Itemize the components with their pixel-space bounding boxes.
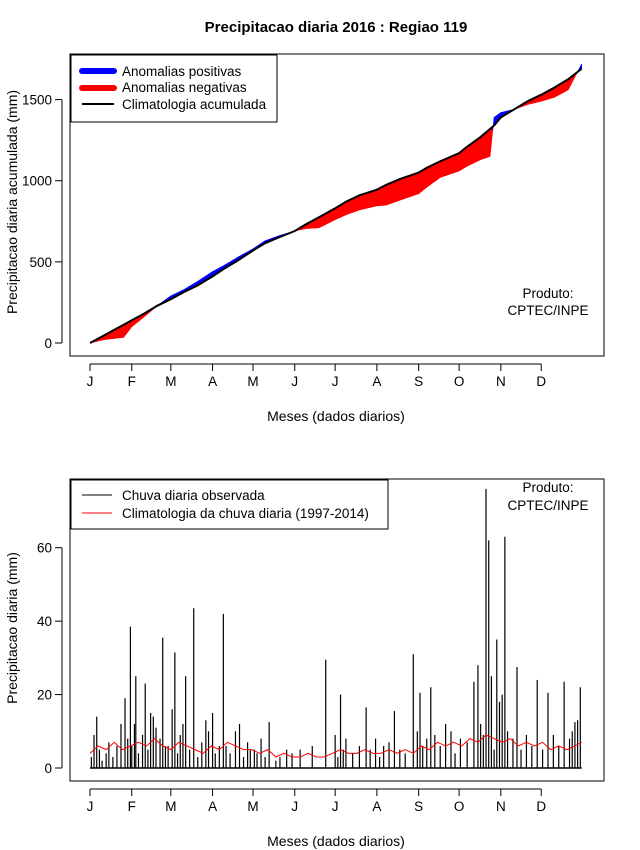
y-tick-label-bottom: 60 (37, 541, 52, 556)
x-tick-label-top: J (291, 374, 298, 389)
x-tick-label-top: M (165, 374, 176, 389)
y-tick-label-top: 500 (29, 255, 52, 270)
x-tick-label-top: M (247, 374, 258, 389)
x-axis-label-bottom: Meses (dados diarios) (267, 833, 405, 849)
plot-frame-top (69, 53, 605, 357)
x-tick-label-top: D (536, 374, 546, 389)
daily-chart: J F M A M J J A S O N D 0 20 40 60 Meses (dados diario… (4, 478, 605, 849)
x-tick-label-top: A (208, 374, 217, 389)
y-tick-label-top: 1500 (22, 93, 52, 108)
legend-bottom: Chuva diaria observada Climatologia da c… (70, 479, 389, 530)
x-axis-label-top: Meses (dados diarios) (267, 408, 405, 424)
y-tick-label-bottom: 20 (37, 688, 52, 703)
y-axis-bottom: 0 20 40 60 (37, 541, 63, 776)
x-tick-label-top: A (372, 374, 381, 389)
legend-label-observed: Chuva diaria observada (122, 488, 265, 503)
credit-source-bottom: CPTEC/INPE (507, 498, 588, 513)
x-tick-label-bottom: J (332, 799, 339, 814)
x-tick-label-top: F (128, 374, 136, 389)
x-tick-label-bottom: A (372, 799, 381, 814)
credit-label-top: Produto: (522, 286, 573, 301)
x-tick-label-top: J (332, 374, 339, 389)
legend-label-positive: Anomalias positivas (122, 64, 242, 79)
x-tick-label-bottom: F (128, 799, 136, 814)
y-tick-label-top: 1000 (22, 174, 52, 189)
x-tick-label-bottom: S (414, 799, 423, 814)
y-tick-label-top: 0 (44, 336, 52, 351)
legend-label-daily-climatology: Climatologia da chuva diaria (1997-2014) (122, 506, 369, 521)
x-tick-label-bottom: D (536, 799, 546, 814)
cumulative-chart: J F M A M J J A S O N D 0 500 1000 1500 Meses (dados d… (4, 53, 605, 424)
y-axis-label-top: Precipitacao diaria acumulada (mm) (4, 90, 20, 314)
legend-box-bottom (70, 479, 389, 530)
legend-label-negative: Anomalias negativas (122, 80, 247, 95)
daily-climatology-line (89, 734, 582, 758)
legend-top: Anomalias positivas Anomalias negativas … (70, 54, 278, 123)
x-tick-label-bottom: N (496, 799, 506, 814)
x-tick-label-top: J (87, 374, 94, 389)
x-tick-label-bottom: A (208, 799, 217, 814)
plot-frame-bottom (69, 478, 605, 782)
x-tick-label-bottom: M (165, 799, 176, 814)
x-tick-label-top: O (454, 374, 465, 389)
chart-title: Precipitacao diaria 2016 : Regiao 119 (205, 19, 468, 36)
x-tick-label-bottom: M (247, 799, 258, 814)
cumulative-climatology-line (89, 67, 583, 344)
x-tick-label-bottom: O (454, 799, 465, 814)
y-axis-label-bottom: Precipitacao diaria (mm) (4, 552, 20, 704)
y-tick-label-bottom: 40 (37, 614, 52, 629)
y-axis-top: 0 500 1000 1500 (22, 93, 63, 351)
legend-label-climatology: Climatologia acumulada (122, 97, 267, 112)
x-tick-label-bottom: J (87, 799, 94, 814)
x-tick-label-top: S (414, 374, 423, 389)
y-tick-label-bottom: 0 (44, 761, 52, 776)
x-tick-label-top: N (496, 374, 506, 389)
credit-source-top: CPTEC/INPE (507, 303, 588, 318)
x-tick-label-bottom: J (291, 799, 298, 814)
credit-label-bottom: Produto: (522, 480, 573, 495)
